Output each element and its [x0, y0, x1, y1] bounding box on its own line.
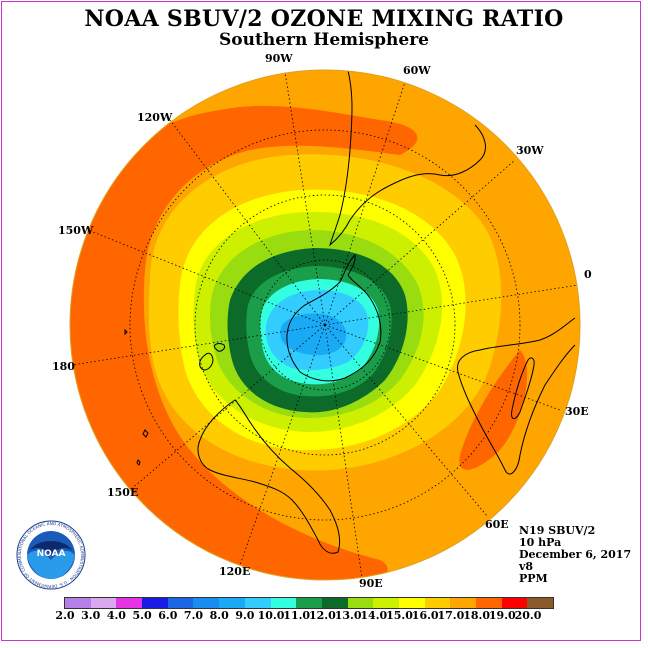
colorbar-swatch	[321, 598, 348, 608]
colorbar-tick-label: 8.0	[209, 609, 229, 622]
coastlines	[124, 70, 576, 554]
colorbar-tick-label: 20.0	[514, 609, 542, 622]
colorbar-swatch	[116, 598, 143, 608]
lon-label-90w: 90W	[265, 52, 293, 65]
colorbar-tick-label: 5.0	[132, 609, 152, 622]
colorbar-tick-label: 3.0	[81, 609, 101, 622]
colorbar-tick-label: 9.0	[235, 609, 255, 622]
logo-text: NOAA	[37, 549, 66, 559]
map-title: NOAA SBUV/2 OZONE MIXING RATIO	[84, 6, 564, 32]
colorbar-tick-label: 6.0	[158, 609, 178, 622]
colorbar	[64, 597, 555, 609]
colorbar-tick-label: 7.0	[183, 609, 204, 622]
colorbar-swatch	[244, 598, 271, 608]
pressure-level-label: 10 hPa	[519, 536, 562, 549]
map-subtitle: Southern Hemisphere	[219, 30, 429, 50]
lon-label-180: 180	[52, 360, 75, 373]
colorbar-swatch	[142, 598, 168, 608]
colorbar-swatch	[193, 598, 220, 608]
colorbar-tick-label: 12.0	[309, 609, 336, 622]
colorbar-tick-label: 4.0	[106, 609, 126, 622]
latitude-circles	[129, 129, 521, 521]
meridians	[71, 71, 579, 579]
colorbar-swatch	[527, 598, 554, 608]
colorbar-swatch	[167, 598, 194, 608]
satellite-label: N19 SBUV/2	[519, 524, 596, 537]
lon-label-60w: 60W	[403, 64, 431, 77]
colorbar-swatch	[501, 598, 528, 608]
colorbar-swatch	[424, 598, 451, 608]
ozone-band-17-18-east	[459, 350, 528, 470]
date-label: December 6, 2017	[519, 548, 632, 561]
colorbar-tick-label: 10.0	[257, 609, 285, 622]
colorbar-tick-label: 19.0	[488, 609, 516, 622]
lon-label-150e: 150E	[107, 486, 139, 499]
colorbar-swatch	[347, 598, 374, 608]
map-boundary	[69, 69, 581, 581]
lon-label-150w: 150W	[58, 224, 94, 237]
colorbar-swatch	[398, 598, 425, 608]
colorbar-swatch	[65, 598, 91, 608]
lon-label-60e: 60E	[485, 518, 509, 531]
lon-label-30e: 30E	[565, 405, 589, 418]
colorbar-swatch	[476, 598, 502, 608]
units-label: PPM	[519, 572, 548, 585]
ozone-band-17-18-west	[70, 105, 418, 580]
colorbar-tick-label: 2.0	[55, 609, 75, 622]
info-block: N19 SBUV/2 10 hPa December 6, 2017 v8 PP…	[519, 525, 631, 585]
colorbar-swatch	[270, 598, 297, 608]
lon-label-120w: 120W	[137, 111, 173, 124]
map-frame	[1, 1, 641, 641]
lon-label-120e: 120E	[219, 565, 251, 578]
colorbar-tick-label: 17.0	[437, 609, 465, 622]
colorbar-tick-label: 11.0	[283, 609, 311, 622]
colorbar-swatch	[219, 598, 245, 608]
colorbar-ticks: 2.0 3.0 4.0 5.0 6.0 7.0 8.0 9.0 10.0 11.0 12.0 13.0…	[52, 609, 592, 623]
noaa-logo: NATIONAL OCEANIC AND ATMOSPHERIC ADMINIS…	[16, 520, 86, 590]
colorbar-tick-label: 16.0	[411, 609, 439, 622]
colorbar-tick-label: 15.0	[386, 609, 413, 622]
lon-label-90e: 90E	[359, 577, 383, 590]
colorbar-tick-label: 18.0	[463, 609, 490, 622]
colorbar-swatch	[450, 598, 476, 608]
version-label: v8	[519, 560, 534, 573]
colorbar-swatch	[373, 598, 399, 608]
lon-label-0: 0	[584, 268, 592, 281]
colorbar-swatch	[90, 598, 117, 608]
lon-label-30w: 30W	[516, 144, 544, 157]
colorbar-tick-label: 14.0	[360, 609, 388, 622]
colorbar-swatch	[296, 598, 322, 608]
colorbar-tick-label: 13.0	[334, 609, 362, 622]
